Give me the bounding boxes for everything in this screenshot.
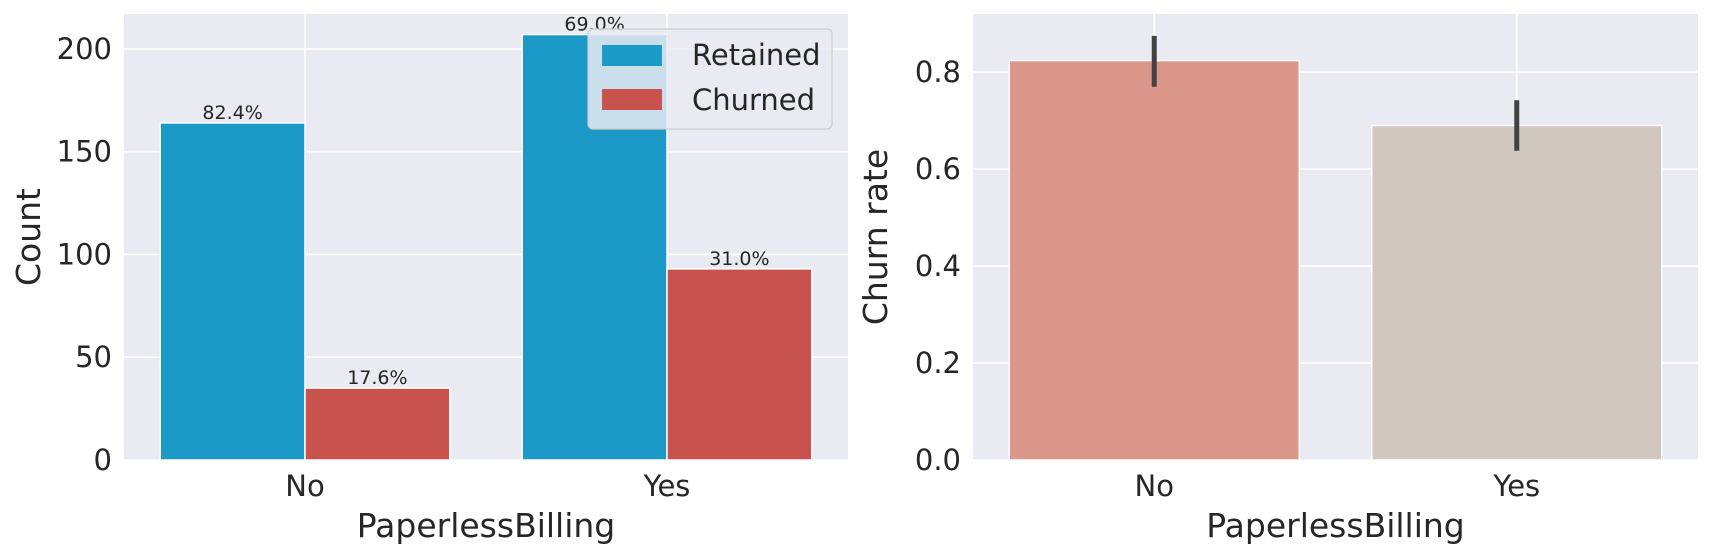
churn-rate-chart: 0.0 0.2 0.4 0.6 0.8 No Yes PaperlessBilling Ch… — [856, 14, 1698, 545]
bar-data-label: 82.4% — [202, 102, 262, 124]
legend-label-retained: Retained — [692, 38, 821, 72]
churn-y-tick-label: 0.2 — [915, 346, 961, 380]
count-chart-y-axis-label: Count — [9, 188, 48, 286]
count-x-tick-label: Yes — [643, 469, 691, 503]
count-x-tick-label: No — [285, 469, 324, 503]
churn-rate-chart-ticks: 0.0 0.2 0.4 0.6 0.8 No Yes — [915, 55, 1540, 503]
count-chart-x-axis-label: PaperlessBilling — [357, 506, 616, 545]
churn-y-tick-label: 0.4 — [915, 249, 961, 283]
bar-churn-rate-yes — [1371, 124, 1663, 461]
bar-data-label: 17.6% — [347, 367, 407, 389]
count-chart-bars: 82.4%17.6%69.0%31.0% — [159, 14, 813, 461]
count-y-tick-label: 0 — [94, 443, 112, 477]
count-y-tick-label: 100 — [57, 237, 112, 271]
bar-churned-yes — [666, 268, 813, 461]
churn-rate-chart-bars — [1008, 35, 1663, 461]
bar-data-label: 31.0% — [709, 248, 769, 270]
legend-label-churned: Churned — [692, 83, 815, 117]
churn-rate-chart-y-axis-label: Churn rate — [856, 149, 895, 325]
churn-x-tick-label: Yes — [1492, 469, 1540, 503]
churn-y-tick-label: 0.6 — [915, 152, 961, 186]
churn-x-tick-label: No — [1135, 469, 1174, 503]
legend-swatch-churned — [602, 89, 662, 110]
count-chart-legend: Retained Churned — [587, 28, 833, 130]
bar-churned-no — [304, 387, 451, 461]
churn-y-tick-label: 0.8 — [915, 55, 961, 89]
churn-y-tick-label: 0.0 — [915, 443, 961, 477]
count-y-tick-label: 50 — [75, 340, 112, 374]
legend-swatch-retained — [602, 45, 662, 66]
count-chart-ticks: 0 50 100 150 200 No Yes — [57, 32, 691, 503]
bar-churn-rate-no — [1008, 59, 1300, 461]
churn-rate-chart-x-axis-label: PaperlessBilling — [1206, 506, 1465, 545]
count-y-tick-label: 200 — [57, 32, 112, 66]
bar-retained-no — [159, 122, 306, 461]
count-y-tick-label: 150 — [57, 135, 112, 169]
